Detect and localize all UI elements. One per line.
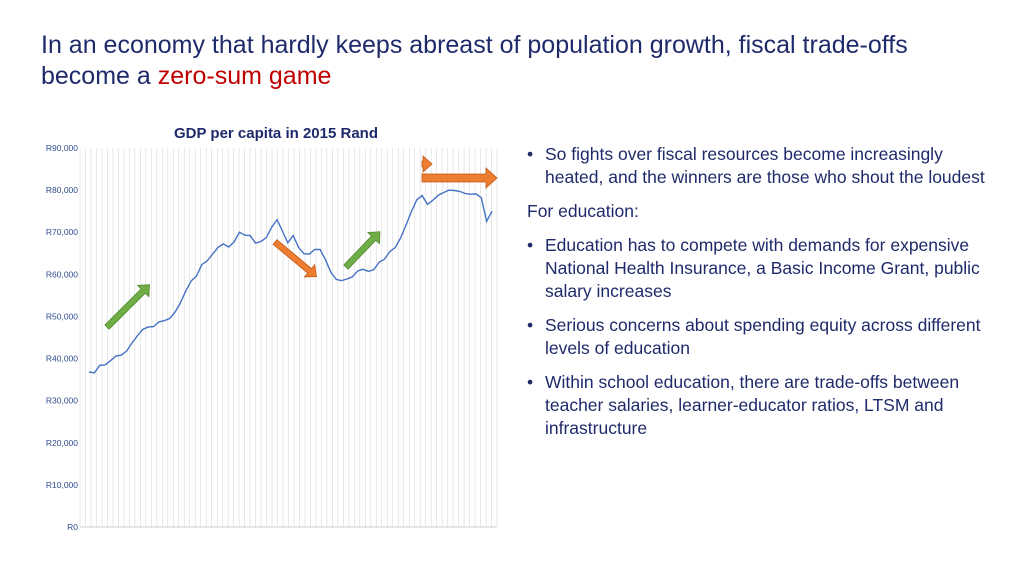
bullet-text: Serious concerns about spending equity a… [545, 315, 981, 358]
bullet-item: • Within school education, there are trad… [527, 371, 997, 440]
green-up-arrow-1 [104, 284, 151, 330]
bullet-dot: • [527, 144, 534, 164]
bullet-item: • Education has to compete with demands f… [527, 234, 997, 303]
bullet-dot: • [527, 372, 534, 392]
y-tick-label: R40,000 [46, 354, 78, 364]
y-axis-tick-labels: R0 R10,000 R20,000 R30,000 R40,000 R50,000 R60… [46, 143, 78, 532]
bullet-dot: • [527, 235, 534, 255]
y-tick-label: R60,000 [46, 269, 78, 279]
orange-down-arrow-1 [272, 239, 317, 278]
y-tick-label: R20,000 [46, 438, 78, 448]
bullet-list: • So fights over fiscal resources become … [527, 143, 997, 451]
gdp-series-line [88, 189, 493, 374]
bullet-text: Within school education, there are trade… [545, 372, 960, 438]
bullet-text: So fights over fiscal resources become i… [545, 144, 985, 187]
bullet-item: • So fights over fiscal resources become … [527, 143, 997, 189]
chart-title: GDP per capita in 2015 Rand [174, 125, 378, 142]
section-heading: For education: [527, 201, 639, 221]
bullet-item: • Serious concerns about spending equity … [527, 314, 997, 360]
bullet-dot: • [527, 315, 534, 335]
y-tick-label: R30,000 [46, 396, 78, 406]
y-tick-label: R50,000 [46, 311, 78, 321]
y-tick-label: R80,000 [46, 185, 78, 195]
green-up-arrow-2 [343, 231, 381, 270]
orange-right-arrow [421, 167, 498, 189]
title-main-text: In an economy that hardly keeps abreast … [41, 31, 908, 90]
y-tick-label: R70,000 [46, 227, 78, 237]
y-tick-label: R10,000 [46, 480, 78, 490]
title-accent-text: zero-sum game [157, 62, 332, 90]
orange-down-arrow-2 [421, 155, 433, 173]
gdp-per-capita-chart: GDP per capita in 2015 Rand R0 R10,000 R20… [46, 125, 498, 532]
trend-arrows [104, 155, 498, 330]
slide-title: In an economy that hardly keeps abreast … [41, 30, 1001, 92]
chart-grid [79, 148, 498, 528]
y-tick-label: R90,000 [46, 143, 78, 153]
bullet-text: Education has to compete with demands fo… [545, 235, 980, 301]
y-tick-label: R0 [67, 522, 78, 532]
